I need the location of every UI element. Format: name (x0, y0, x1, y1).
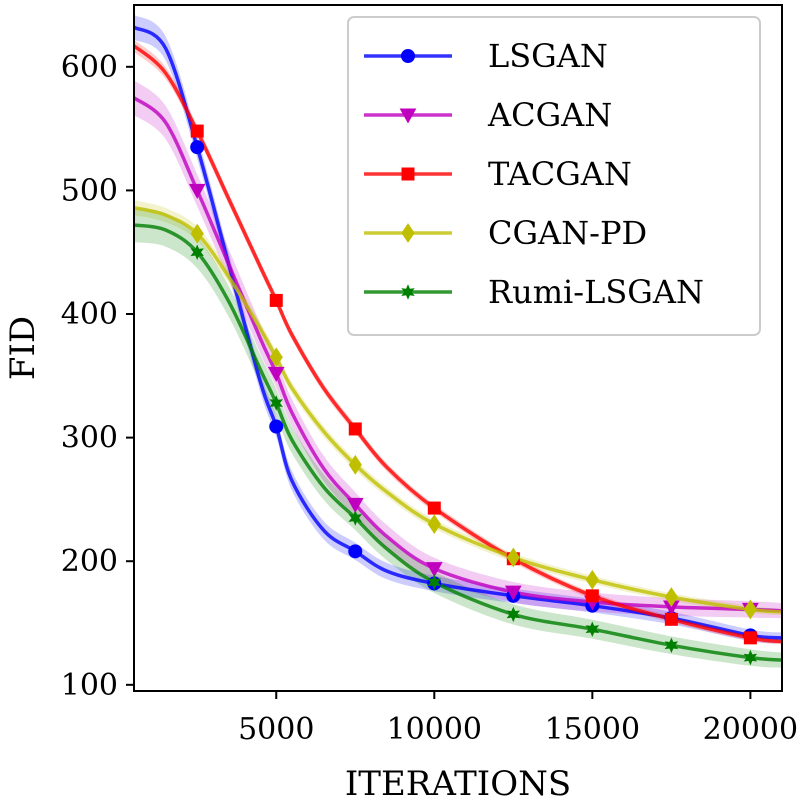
tacgan-point (585, 589, 599, 603)
legend-marker-acgan (399, 108, 417, 124)
cgan-pd-point (506, 547, 520, 568)
x-tick-label: 5000 (238, 712, 314, 747)
cgan-pd-point (664, 587, 678, 607)
legend-marker-rumi-lsgan (401, 284, 415, 300)
rumi-lsgan-point (269, 395, 284, 411)
rumi-lsgan-point (506, 606, 521, 623)
y-tick-label: 400 (61, 297, 118, 332)
tacgan-point (664, 612, 678, 626)
x-tick-label: 20000 (703, 712, 798, 747)
tacgan-point (743, 631, 757, 645)
y-tick-label: 100 (61, 668, 118, 703)
y-tick-label: 600 (61, 50, 118, 85)
x-axis-label: ITERATIONS (345, 764, 571, 804)
legend-box (347, 16, 761, 336)
acgan-point (267, 366, 285, 382)
y-tick-label: 200 (61, 544, 118, 579)
tacgan-point (348, 422, 362, 436)
legend-label-rumi-lsgan: Rumi-LSGAN (488, 273, 704, 311)
rumi-lsgan-point (190, 244, 204, 260)
lsgan-point (348, 544, 363, 559)
acgan-point (346, 497, 364, 513)
legend-label-lsgan: LSGAN (488, 37, 608, 75)
plot-frame (133, 4, 783, 692)
tacgan-point (427, 501, 441, 515)
lsgan-point (269, 419, 284, 434)
cgan-pd-point (427, 514, 441, 535)
x-tick-label: 10000 (387, 712, 482, 747)
legend-marker-tacgan (401, 167, 415, 181)
legend-label-tacgan: TACGAN (488, 155, 632, 193)
lsgan-point (190, 140, 205, 155)
lsgan-line (134, 25, 782, 640)
legend-label-cgan-pd: CGAN-PD (488, 214, 647, 252)
y-tick-label: 500 (61, 173, 118, 208)
x-tick-label: 15000 (545, 712, 640, 747)
legend-marker-lsgan (401, 49, 415, 63)
series-markers (188, 124, 759, 666)
acgan-point (188, 183, 206, 199)
acgan-point (504, 585, 522, 601)
rumi-lsgan-point (585, 621, 600, 637)
y-axis-ticks: 100 200 300 400 500 600 (61, 50, 134, 703)
tacgan-point (269, 293, 283, 307)
legend-label-acgan: ACGAN (487, 96, 612, 134)
cgan-pd-point (348, 454, 362, 475)
cgan-pd-point (585, 569, 599, 590)
x-axis-ticks: 5000 10000 15000 20000 (238, 691, 798, 747)
rumi-lsgan-point (664, 637, 679, 654)
rumi-lsgan-point (348, 510, 363, 526)
acgan-line (134, 96, 782, 613)
cgan-pd-point (269, 347, 283, 368)
legend: LSGAN ACGAN TACGAN CGAN-PD Rumi-LSGAN (347, 16, 761, 336)
tacgan-point (190, 124, 204, 138)
cgan-pd-band (134, 200, 782, 616)
cgan-pd-point (743, 599, 757, 620)
legend-marker-cgan-pd (401, 223, 415, 243)
y-axis-label: FID (3, 316, 43, 380)
y-tick-label: 300 (61, 421, 118, 456)
tacgan-line (134, 44, 782, 644)
rumi-lsgan-point (743, 649, 758, 666)
acgan-point (425, 562, 443, 578)
rumi-lsgan-line (134, 223, 782, 662)
cgan-pd-point (190, 223, 204, 244)
rumi-lsgan-point (427, 574, 442, 590)
